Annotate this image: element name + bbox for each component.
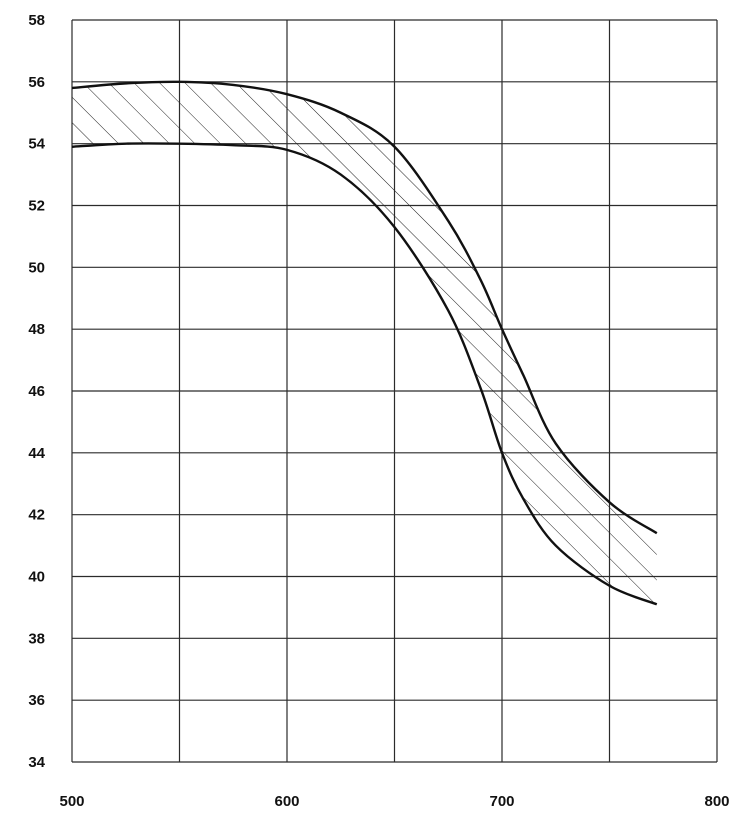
lower-curve xyxy=(71,142,658,606)
y-tick-label-38: 38 xyxy=(28,630,45,647)
y-tick-label-36: 36 xyxy=(28,692,45,709)
tolerance-band xyxy=(72,81,657,605)
y-tick-label-44: 44 xyxy=(28,445,45,462)
band-fill xyxy=(72,81,657,605)
y-tick-label-50: 50 xyxy=(28,259,45,276)
y-tick-label-58: 58 xyxy=(28,12,45,29)
y-tick-label-40: 40 xyxy=(28,569,45,586)
y-tick-label-56: 56 xyxy=(28,74,45,91)
curves xyxy=(71,80,658,606)
y-tick-label-54: 54 xyxy=(28,136,45,153)
x-tick-label-500: 500 xyxy=(59,793,84,810)
y-tick-label-34: 34 xyxy=(28,754,45,771)
upper-curve xyxy=(71,80,658,535)
y-tick-label-48: 48 xyxy=(28,321,45,338)
x-tick-label-700: 700 xyxy=(489,793,514,810)
y-tick-label-52: 52 xyxy=(28,198,45,215)
y-axis-ticks: 34 36 38 40 42 44 46 48 50 52 54 56 58 xyxy=(28,12,45,771)
y-tick-label-42: 42 xyxy=(28,507,45,524)
x-tick-label-800: 800 xyxy=(704,793,729,810)
y-tick-label-46: 46 xyxy=(28,383,45,400)
x-tick-label-600: 600 xyxy=(274,793,299,810)
x-axis-ticks: 500 600 700 800 xyxy=(59,793,729,810)
